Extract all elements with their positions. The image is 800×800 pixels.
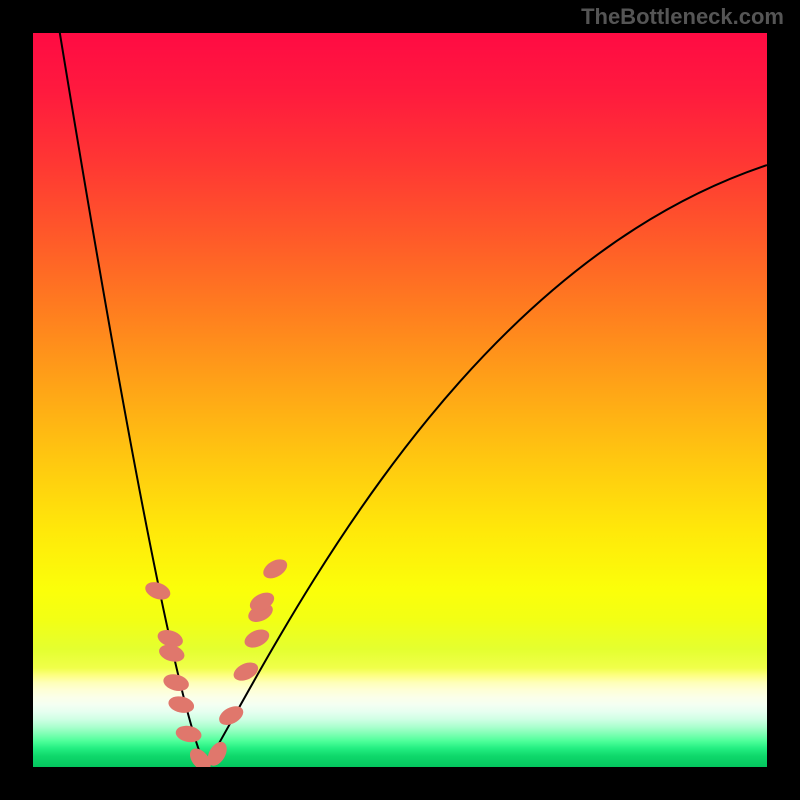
plot-background-gradient	[33, 33, 767, 767]
attribution-text: TheBottleneck.com	[581, 4, 784, 30]
bottleneck-chart	[0, 0, 800, 800]
chart-root: TheBottleneck.com	[0, 0, 800, 800]
